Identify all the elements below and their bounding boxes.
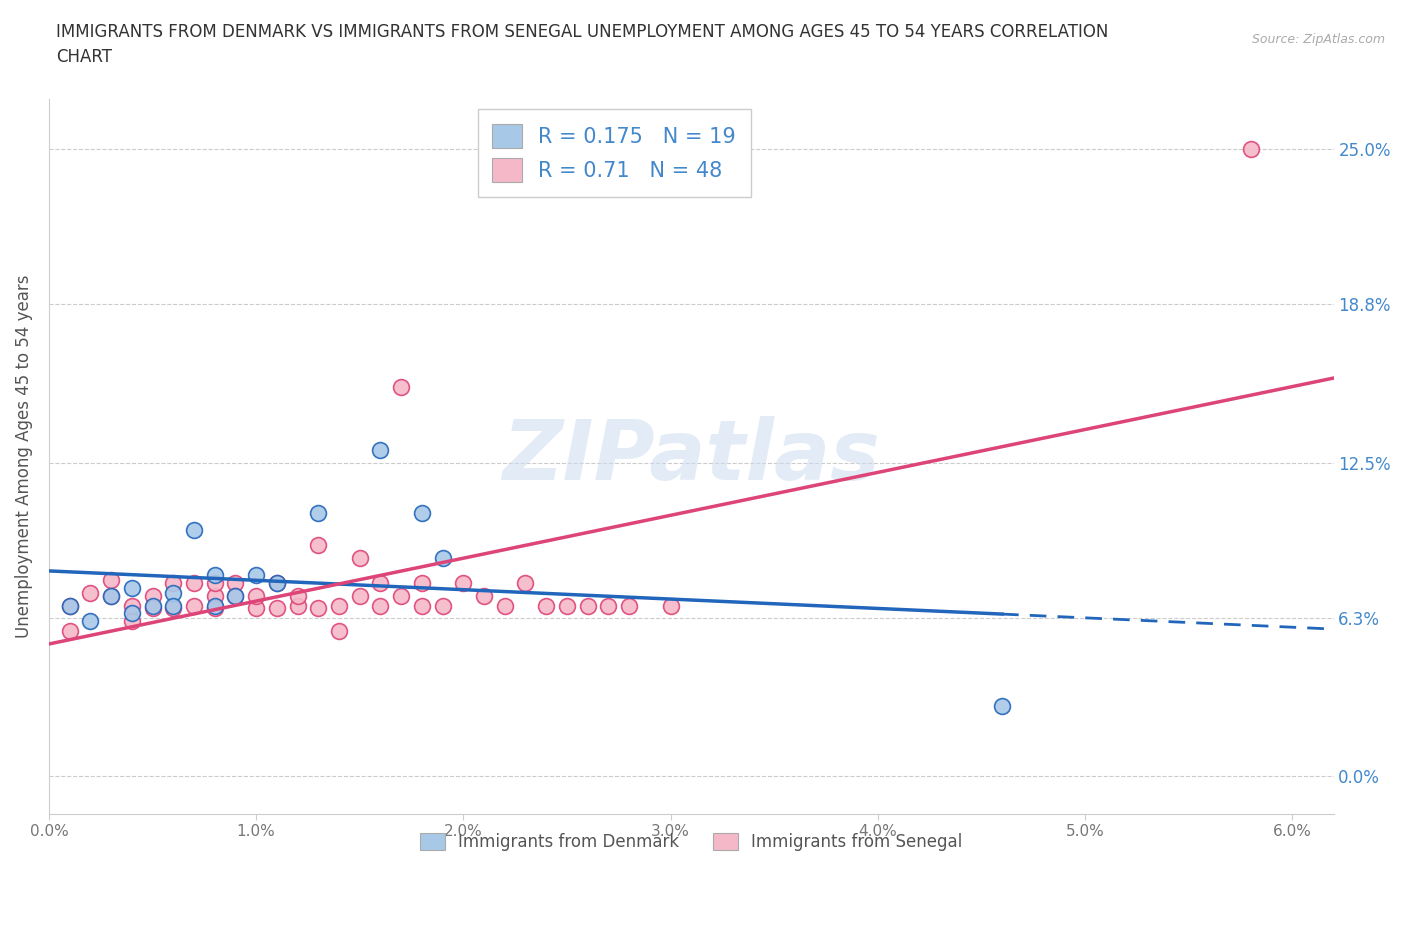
- Point: [245, 588, 267, 603]
- Point: [453, 576, 475, 591]
- Point: [328, 598, 350, 613]
- Point: [121, 580, 143, 595]
- Point: [515, 576, 537, 591]
- Point: [245, 568, 267, 583]
- Y-axis label: Unemployment Among Ages 45 to 54 years: Unemployment Among Ages 45 to 54 years: [15, 274, 32, 638]
- Point: [370, 443, 392, 458]
- Point: [162, 576, 184, 591]
- Point: [659, 598, 682, 613]
- Point: [307, 505, 329, 520]
- Point: [307, 601, 329, 616]
- Point: [204, 576, 226, 591]
- Point: [411, 505, 433, 520]
- Point: [142, 598, 165, 613]
- Text: ZIPatlas: ZIPatlas: [502, 416, 880, 497]
- Point: [432, 551, 454, 565]
- Point: [183, 576, 205, 591]
- Point: [142, 588, 165, 603]
- Point: [100, 588, 122, 603]
- Point: [266, 601, 288, 616]
- Legend: Immigrants from Denmark, Immigrants from Senegal: Immigrants from Denmark, Immigrants from…: [412, 824, 970, 859]
- Point: [617, 598, 640, 613]
- Point: [121, 598, 143, 613]
- Point: [121, 613, 143, 628]
- Point: [142, 601, 165, 616]
- Point: [349, 588, 371, 603]
- Point: [349, 551, 371, 565]
- Point: [245, 601, 267, 616]
- Point: [162, 586, 184, 601]
- Point: [411, 576, 433, 591]
- Point: [1240, 141, 1263, 156]
- Point: [59, 598, 82, 613]
- Point: [576, 598, 599, 613]
- Point: [59, 598, 82, 613]
- Point: [121, 605, 143, 620]
- Point: [472, 588, 495, 603]
- Point: [534, 598, 557, 613]
- Text: Source: ZipAtlas.com: Source: ZipAtlas.com: [1251, 33, 1385, 46]
- Point: [266, 576, 288, 591]
- Point: [100, 573, 122, 588]
- Point: [204, 588, 226, 603]
- Point: [224, 588, 246, 603]
- Point: [432, 598, 454, 613]
- Point: [494, 598, 516, 613]
- Point: [79, 586, 101, 601]
- Point: [162, 598, 184, 613]
- Point: [59, 623, 82, 638]
- Point: [162, 601, 184, 616]
- Point: [307, 538, 329, 552]
- Point: [204, 598, 226, 613]
- Point: [287, 588, 309, 603]
- Point: [370, 576, 392, 591]
- Point: [370, 598, 392, 613]
- Point: [100, 588, 122, 603]
- Point: [224, 588, 246, 603]
- Text: IMMIGRANTS FROM DENMARK VS IMMIGRANTS FROM SENEGAL UNEMPLOYMENT AMONG AGES 45 TO: IMMIGRANTS FROM DENMARK VS IMMIGRANTS FR…: [56, 23, 1108, 41]
- Point: [555, 598, 578, 613]
- Point: [204, 568, 226, 583]
- Point: [598, 598, 620, 613]
- Point: [991, 698, 1014, 713]
- Point: [266, 576, 288, 591]
- Point: [79, 613, 101, 628]
- Point: [204, 601, 226, 616]
- Text: CHART: CHART: [56, 48, 112, 66]
- Point: [183, 598, 205, 613]
- Point: [287, 598, 309, 613]
- Point: [328, 623, 350, 638]
- Point: [389, 588, 412, 603]
- Point: [411, 598, 433, 613]
- Point: [183, 523, 205, 538]
- Point: [224, 576, 246, 591]
- Point: [389, 379, 412, 394]
